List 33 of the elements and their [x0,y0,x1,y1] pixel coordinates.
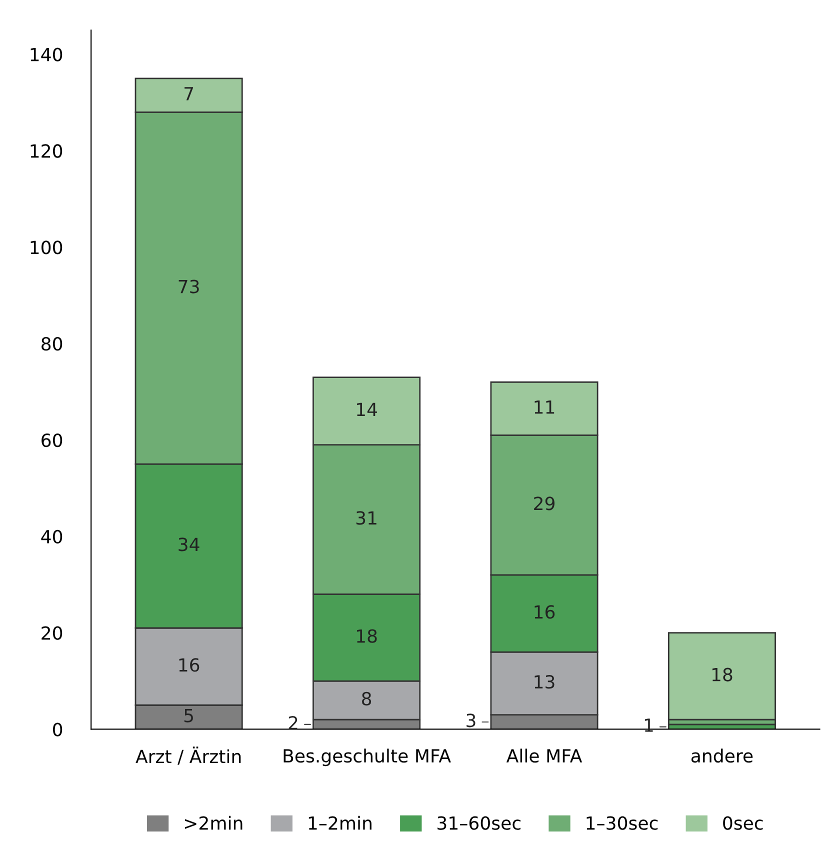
data-label: 29 [534,496,554,510]
legend-label: >2min [184,816,242,830]
legend-label: 0sec [723,816,763,830]
x-tick-label: Alle MFA [506,748,582,763]
data-label: 8 [362,692,372,706]
data-label: 16 [534,605,555,619]
data-label: 34 [178,538,200,552]
data-label: 2 [288,716,298,730]
y-tick-label: 20 [42,626,62,640]
x-tick-label: andere [691,748,753,763]
data-label: 7 [184,87,194,100]
legend-label: 31–60sec [438,816,520,830]
y-tick-label: 0 [53,722,62,736]
y-tick-label: 140 [30,48,62,62]
y-tick-label: 60 [42,433,62,448]
data-label: 18 [712,668,732,682]
data-label: 18 [357,629,377,643]
y-tick-label: 40 [41,530,62,544]
data-label: 13 [534,675,554,689]
data-label: 31 [356,511,376,525]
data-label: 16 [179,658,200,672]
x-tick-label: Bes.geschulte MFA [284,748,451,766]
y-tick-label: 80 [42,337,62,351]
data-label: 5 [184,709,193,722]
data-label: 3 [466,714,476,728]
legend-label: 1–30sec [586,816,658,830]
y-tick-label: 100 [30,240,62,254]
data-label: 11 [534,400,554,414]
data-label: 14 [357,402,378,416]
legend-label: 1–2min [308,816,372,830]
y-tick-label: 120 [30,144,62,158]
x-tick-label: Arzt / Ärztin [136,746,241,765]
data-label: 73 [178,280,199,294]
